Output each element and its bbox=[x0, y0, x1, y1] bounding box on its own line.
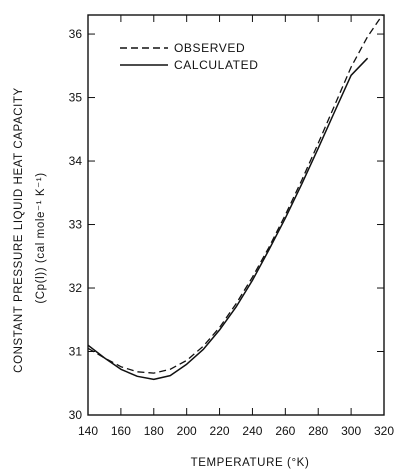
x-tick-label: 140 bbox=[78, 424, 98, 438]
y-tick-label: 32 bbox=[69, 281, 83, 295]
legend-label-observed: OBSERVED bbox=[174, 41, 245, 55]
x-tick-label: 300 bbox=[341, 424, 361, 438]
series-line-observed bbox=[87, 14, 383, 374]
y-tick-label: 30 bbox=[69, 408, 83, 422]
x-tick-label: 160 bbox=[111, 424, 131, 438]
plot-frame bbox=[87, 14, 385, 416]
x-tick-label: 200 bbox=[177, 424, 197, 438]
x-tick-label: 260 bbox=[275, 424, 295, 438]
series-layer bbox=[87, 14, 383, 381]
x-tick-label: 220 bbox=[210, 424, 230, 438]
y-tick-label: 35 bbox=[69, 91, 83, 105]
legend-label-calculated: CALCULATED bbox=[174, 58, 258, 72]
series-line-calculated bbox=[87, 57, 369, 381]
x-tick-label: 180 bbox=[144, 424, 164, 438]
y-axis-title: CONSTANT PRESSURE LIQUID HEAT CAPACITY bbox=[13, 87, 25, 373]
y-tick-label: 34 bbox=[69, 154, 83, 168]
x-tick-label: 240 bbox=[242, 424, 262, 438]
y-tick-label: 31 bbox=[69, 345, 83, 359]
y-axis-units: (Cp(l)) (cal mole⁻¹ K⁻¹) bbox=[35, 172, 47, 303]
x-tick-label: 280 bbox=[308, 424, 328, 438]
x-tick-label: 320 bbox=[374, 424, 394, 438]
x-axis-title: TEMPERATURE (°K) bbox=[191, 457, 310, 469]
legend: OBSERVED CALCULATED bbox=[120, 41, 258, 72]
x-axis: 140 160 180 200 220 240 260 280 300 320 bbox=[78, 15, 394, 438]
y-tick-label: 36 bbox=[69, 27, 83, 41]
y-axis: 30 31 32 33 34 35 36 bbox=[69, 27, 384, 422]
y-tick-label: 33 bbox=[69, 218, 83, 232]
